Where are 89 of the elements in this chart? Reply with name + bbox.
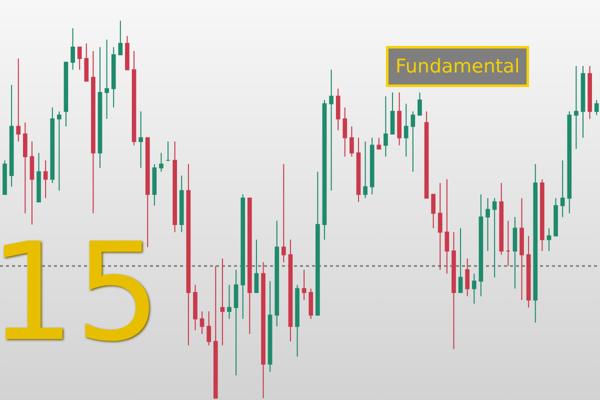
candlestick (91, 50, 96, 214)
candlestick (472, 273, 476, 304)
candlestick (70, 28, 75, 70)
candlestick (186, 164, 191, 346)
candlestick (580, 66, 586, 138)
candlestick (227, 284, 232, 320)
candlestick (512, 216, 518, 290)
candlestick (350, 126, 354, 158)
candlestick (43, 160, 48, 199)
candlestick (50, 107, 55, 184)
candlestick (567, 110, 572, 214)
candlestick (438, 182, 442, 270)
candlestick (206, 310, 212, 346)
candlestick (125, 35, 130, 70)
annotation: Fundamental (396, 56, 520, 78)
candlestick (2, 160, 7, 195)
candlestick (98, 46, 102, 168)
candlestick (486, 198, 490, 252)
candlestick (540, 178, 544, 252)
candlestick (588, 66, 592, 120)
candlestick (363, 141, 368, 199)
candlestick (288, 239, 293, 342)
candlestick (234, 269, 238, 376)
candlestick (23, 122, 28, 214)
candlestick (77, 46, 82, 70)
candlestick (295, 284, 300, 358)
candlestick (302, 269, 306, 300)
candlestick (554, 198, 558, 236)
candlestick (254, 239, 259, 293)
candlestick (390, 92, 395, 134)
candlestick (376, 137, 382, 150)
candlestick (560, 160, 565, 218)
candlestick (520, 198, 524, 300)
candlestick (546, 228, 552, 252)
candlestick (200, 310, 204, 334)
candlestick (57, 110, 62, 192)
candlestick (370, 137, 374, 195)
candlestick (329, 69, 334, 192)
candlestick (526, 235, 531, 308)
candlestick (452, 232, 456, 350)
candlestick (424, 110, 429, 199)
candlestick (356, 137, 361, 202)
candlestick (240, 194, 246, 320)
candlestick (118, 20, 123, 56)
candlestick (247, 198, 252, 334)
candlestick (594, 100, 599, 116)
candlestick (172, 141, 177, 233)
candlestick (336, 88, 340, 131)
candlestick (104, 39, 109, 120)
candlestick (574, 66, 578, 150)
candlestick (444, 178, 450, 274)
candlestick (465, 258, 470, 297)
candlestick (268, 280, 272, 372)
candlestick (261, 262, 266, 399)
candlestick (404, 103, 408, 158)
candlestick (308, 288, 314, 320)
candlestick (506, 220, 510, 267)
candlestick (111, 46, 116, 108)
candlestick (342, 107, 348, 158)
candlestick (30, 141, 34, 226)
candlestick (9, 84, 14, 188)
candlestick (322, 100, 327, 240)
candlestick (159, 152, 164, 172)
candlestick (179, 174, 184, 233)
candlestick (418, 92, 422, 116)
candlestick (36, 152, 41, 202)
candlestick (316, 171, 320, 316)
annotation: 15 (0, 214, 161, 371)
candlestick (138, 110, 143, 168)
candlestick (499, 182, 504, 256)
candlestick (431, 194, 436, 229)
candlestick (84, 42, 89, 82)
candlestick (533, 164, 538, 324)
candlestick (16, 58, 21, 142)
candlestick (213, 266, 218, 399)
candlestick (282, 164, 286, 263)
candlestick (478, 194, 484, 297)
candlestick (166, 141, 170, 161)
candlestick (384, 96, 388, 158)
candlestick (397, 92, 402, 146)
candlestick (132, 50, 136, 146)
candlestick (492, 198, 497, 278)
candlestick (274, 220, 280, 327)
candlestick (410, 110, 416, 172)
candlestick (193, 284, 198, 331)
candlestick (152, 164, 157, 206)
candlestick (220, 258, 225, 346)
candlestick (458, 228, 463, 293)
candlestick (64, 62, 68, 127)
